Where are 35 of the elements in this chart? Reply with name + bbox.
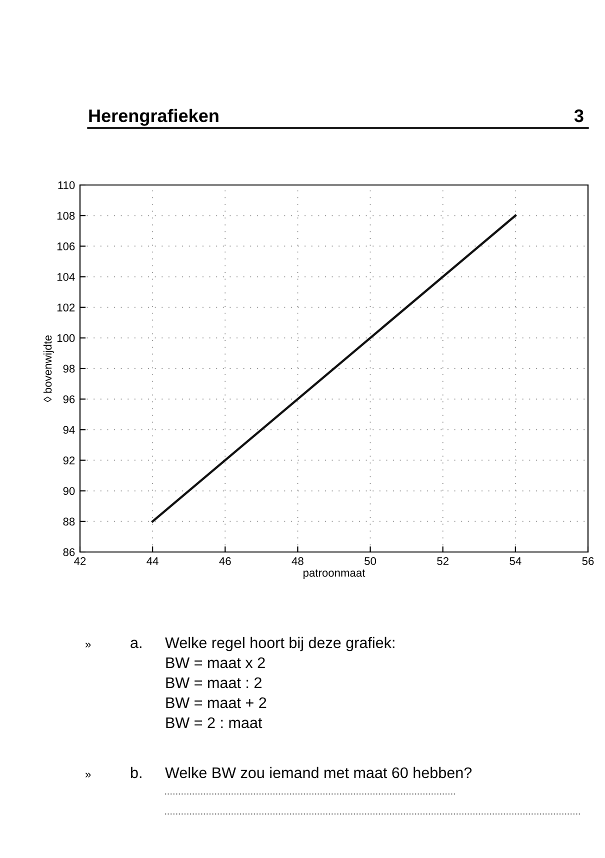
- text: BW = 2 : maat: [166, 717, 262, 728]
- x-tick-label: 48: [292, 557, 304, 566]
- text: »: [85, 642, 91, 648]
- x-tick-label: 42: [74, 557, 86, 565]
- x-axis-title: patroonmaat: [304, 569, 366, 579]
- x-tick-label: 52: [437, 557, 448, 566]
- y-tick-label: 104: [57, 273, 75, 281]
- y-tick-label: 96: [63, 395, 75, 404]
- text: a.: [130, 640, 142, 648]
- y-tick-label: 110: [58, 181, 75, 190]
- x-tick-label: 44: [146, 557, 158, 565]
- x-tick-label: 56: [582, 557, 594, 566]
- x-tick-label: 50: [364, 557, 376, 566]
- text: Welke regel hoort bij deze grafiek:: [165, 636, 394, 652]
- y-tick-label: 108: [57, 212, 75, 220]
- text: BW = maat + 2: [166, 697, 266, 708]
- text: »: [85, 772, 91, 778]
- y-tick-label: 94: [63, 426, 75, 434]
- y-tick-label: 102: [57, 304, 75, 312]
- y-tick-label: 90: [63, 487, 75, 495]
- x-tick-label: 46: [219, 557, 231, 566]
- text: Welke BW zou iemand met maat 60 hebben?: [165, 766, 472, 778]
- y-tick-label: 86: [63, 548, 75, 556]
- y-tick-label: 98: [63, 364, 75, 373]
- y-tick-label: 92: [63, 456, 75, 464]
- text: b.: [130, 766, 142, 778]
- chart-subtitle: 3: [574, 109, 584, 122]
- text: BW = maat x 2: [166, 657, 265, 668]
- y-axis-title: ◊ bovenwijdte: [43, 335, 54, 402]
- x-tick-label: 54: [510, 557, 522, 566]
- text: BW = maat : 2: [166, 677, 262, 688]
- y-tick-label: 100: [57, 334, 75, 342]
- y-tick-label: 106: [57, 242, 75, 250]
- y-tick-label: 88: [63, 518, 75, 526]
- chart-title: Herengrafieken: [89, 108, 218, 126]
